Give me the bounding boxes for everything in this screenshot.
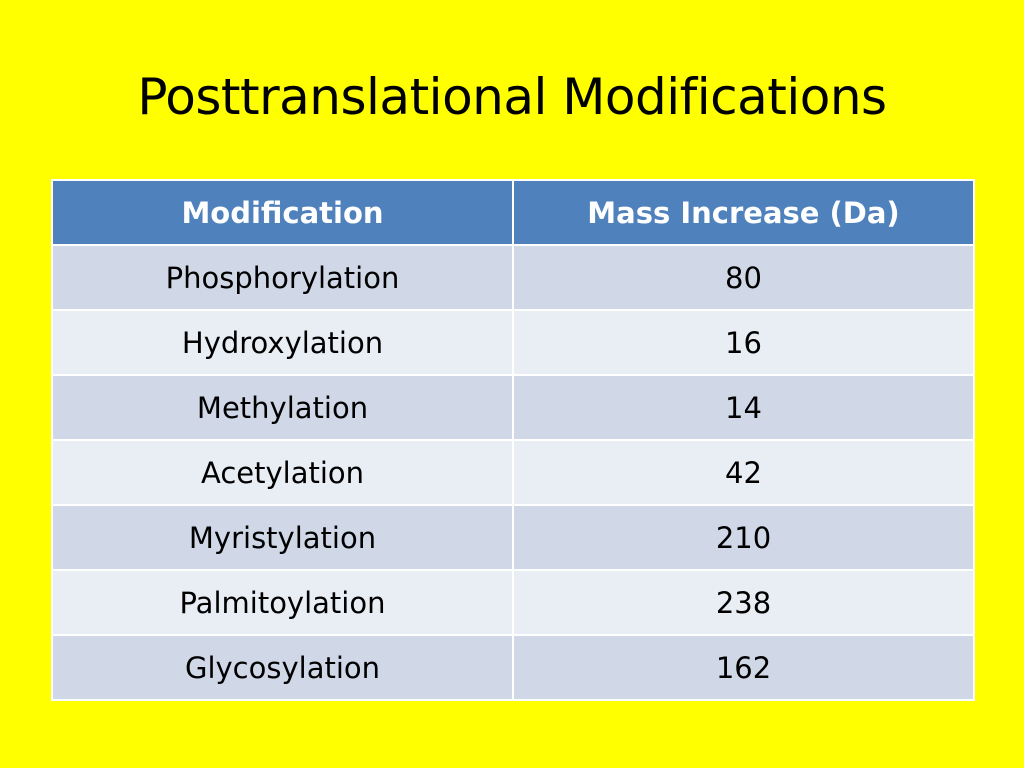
mass-cell: 162	[512, 634, 975, 701]
table-row: Glycosylation 162	[51, 634, 975, 701]
mass-cell: 16	[512, 309, 975, 376]
table-row: Phosphorylation 80	[51, 244, 975, 311]
modification-cell: Methylation	[51, 374, 514, 441]
table-header-row: Modification Mass Increase (Da)	[51, 179, 975, 246]
modification-cell: Hydroxylation	[51, 309, 514, 376]
modification-cell: Phosphorylation	[51, 244, 514, 311]
table-row: Methylation 14	[51, 374, 975, 441]
table-row: Palmitoylation 238	[51, 569, 975, 636]
slide-title: Posttranslational Modifications	[137, 68, 887, 126]
mass-cell: 42	[512, 439, 975, 506]
header-mass-increase: Mass Increase (Da)	[512, 179, 975, 246]
header-modification: Modification	[51, 179, 514, 246]
mass-cell: 210	[512, 504, 975, 571]
table-row: Myristylation 210	[51, 504, 975, 571]
modification-cell: Myristylation	[51, 504, 514, 571]
mass-cell: 238	[512, 569, 975, 636]
modifications-table: Modification Mass Increase (Da) Phosphor…	[51, 179, 975, 701]
modification-cell: Palmitoylation	[51, 569, 514, 636]
modification-cell: Acetylation	[51, 439, 514, 506]
table-row: Hydroxylation 16	[51, 309, 975, 376]
modification-cell: Glycosylation	[51, 634, 514, 701]
mass-cell: 14	[512, 374, 975, 441]
table-row: Acetylation 42	[51, 439, 975, 506]
mass-cell: 80	[512, 244, 975, 311]
